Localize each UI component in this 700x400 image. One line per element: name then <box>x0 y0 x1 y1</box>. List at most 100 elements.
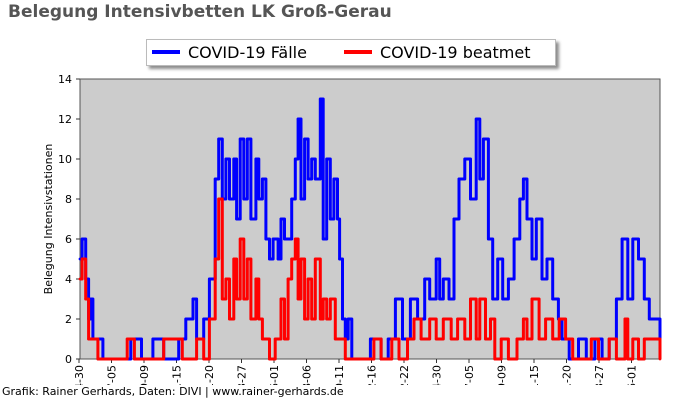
data-point <box>515 337 519 341</box>
data-point <box>235 217 239 221</box>
data-point <box>522 177 525 181</box>
data-point <box>232 257 236 261</box>
y-tick-label: 2 <box>65 313 72 326</box>
data-point <box>158 357 162 361</box>
data-point <box>567 357 571 361</box>
data-point <box>213 257 217 261</box>
data-point <box>522 317 525 321</box>
data-point <box>208 317 211 321</box>
data-point <box>271 237 275 241</box>
x-tick-label: 01-20 <box>203 365 216 385</box>
data-point <box>447 297 451 301</box>
data-point <box>279 297 283 301</box>
data-point <box>78 277 82 281</box>
data-point <box>257 197 261 201</box>
data-point <box>310 157 314 161</box>
data-point <box>394 297 397 301</box>
data-point <box>306 277 310 281</box>
data-point <box>434 257 438 261</box>
data-point <box>551 337 555 341</box>
data-point <box>428 317 432 321</box>
data-point <box>338 257 341 261</box>
x-tick-label: 11-15 <box>528 365 541 385</box>
legend-item-beatmet: COVID-19 beatmet <box>344 41 530 63</box>
data-point <box>449 337 453 341</box>
data-point <box>631 237 635 241</box>
data-point <box>321 297 325 301</box>
data-point <box>249 217 253 221</box>
data-point <box>283 237 286 241</box>
data-point <box>257 317 261 321</box>
data-point <box>620 237 624 241</box>
data-point <box>615 297 618 301</box>
data-point <box>341 317 344 321</box>
data-point <box>637 357 640 361</box>
data-point <box>310 317 314 321</box>
data-point <box>133 357 136 361</box>
data-point <box>441 277 445 281</box>
data-point <box>242 297 246 301</box>
data-point <box>642 337 646 341</box>
x-tick-label: 06-01 <box>268 365 281 385</box>
data-point <box>213 177 217 181</box>
legend-swatch-faelle <box>152 50 180 54</box>
data-point <box>369 357 372 361</box>
data-point <box>491 297 495 301</box>
data-point <box>191 297 195 301</box>
data-point <box>224 277 228 281</box>
series-beatmet <box>78 197 662 361</box>
data-point <box>299 257 303 261</box>
x-tick-label: 08-06 <box>301 365 314 385</box>
data-point <box>220 297 224 301</box>
data-point <box>238 137 242 141</box>
data-point <box>626 297 630 301</box>
data-point <box>162 337 166 341</box>
data-point <box>208 277 211 281</box>
data-point <box>202 317 206 321</box>
data-point <box>469 297 472 301</box>
data-point <box>586 357 590 361</box>
legend-label-faelle: COVID-19 Fälle <box>188 42 307 62</box>
data-point <box>87 337 90 341</box>
data-point <box>469 197 472 201</box>
data-point <box>434 337 438 341</box>
data-point <box>245 257 249 261</box>
data-point <box>397 357 401 361</box>
data-point <box>412 317 416 321</box>
data-point <box>419 337 423 341</box>
x-tick-label: 12-16 <box>366 365 379 385</box>
x-tick-label: 03-27 <box>236 365 249 385</box>
y-tick-label: 12 <box>58 113 72 126</box>
data-point <box>607 337 611 341</box>
data-point <box>283 337 286 341</box>
data-point <box>96 357 100 361</box>
data-point <box>474 117 478 121</box>
data-point <box>80 257 84 261</box>
data-point <box>496 257 500 261</box>
data-point <box>125 337 129 341</box>
data-point <box>286 277 290 281</box>
data-point <box>372 337 376 341</box>
data-point <box>180 357 184 361</box>
data-point <box>92 337 96 341</box>
y-axis-label: Belegung Intensivstationen <box>42 144 55 295</box>
data-point <box>525 337 529 341</box>
data-point <box>369 337 372 341</box>
data-point <box>487 237 490 241</box>
data-point <box>276 257 280 261</box>
data-point <box>642 297 646 301</box>
data-point <box>293 157 297 161</box>
y-tick-label: 14 <box>58 73 72 86</box>
data-point <box>507 357 510 361</box>
data-point <box>328 297 332 301</box>
data-point <box>173 337 177 341</box>
x-tick-label: 09-09 <box>138 365 151 385</box>
x-tick-label: 04-30 <box>73 365 86 385</box>
series-line <box>80 197 662 361</box>
data-point <box>545 257 549 261</box>
data-point <box>346 317 350 321</box>
data-point <box>261 337 264 341</box>
data-point <box>333 337 337 341</box>
data-point <box>264 237 268 241</box>
legend-label-beatmet: COVID-19 beatmet <box>380 42 531 62</box>
